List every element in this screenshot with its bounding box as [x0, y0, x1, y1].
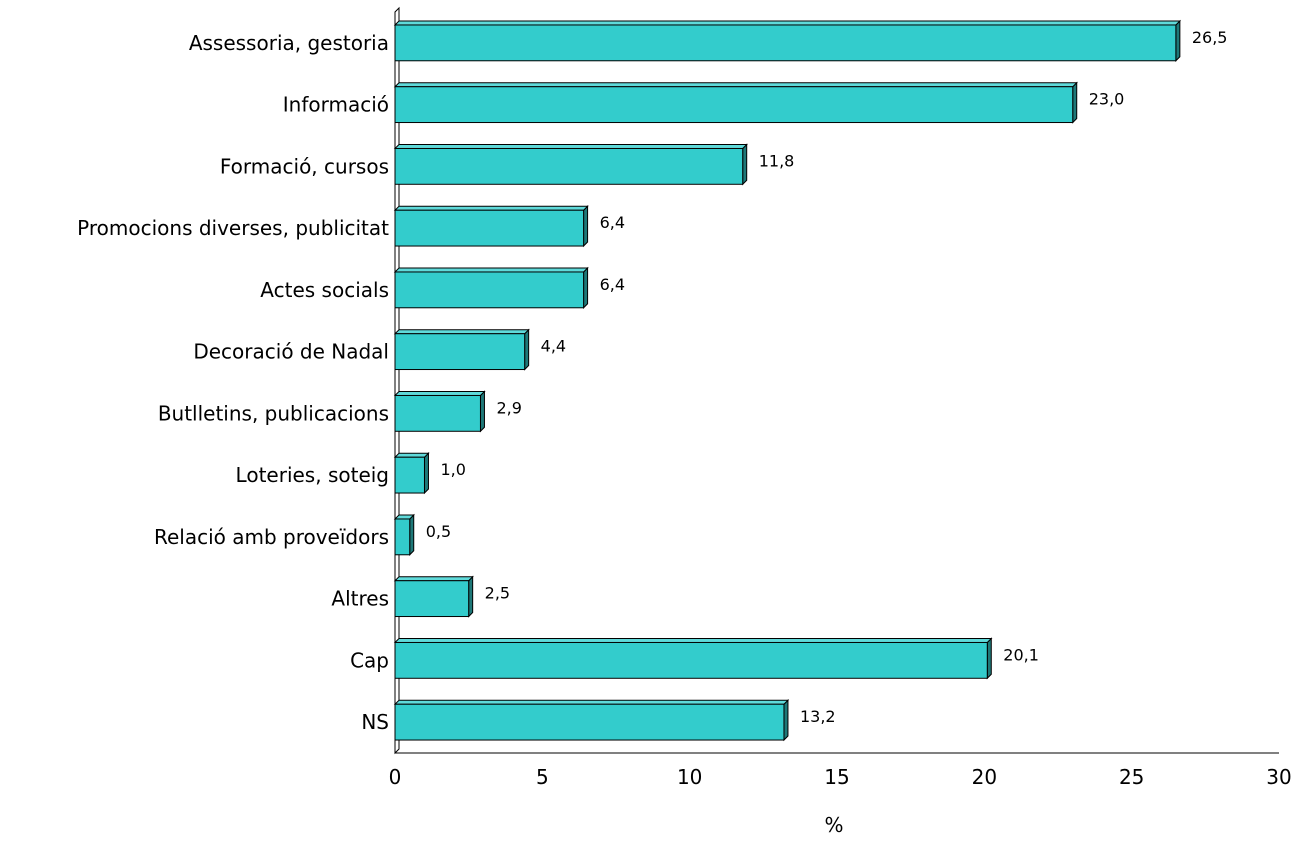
bar-side-7 — [424, 453, 428, 493]
bar-face-4 — [395, 272, 584, 308]
category-label-6: Butlletins, publicacions — [158, 401, 389, 425]
bar-5 — [395, 330, 529, 370]
category-label-8: Relació amb proveïdors — [154, 525, 389, 549]
category-label-3: Promocions diverses, publicitat — [77, 216, 389, 240]
x-axis-title: % — [824, 813, 843, 837]
bar-top-6 — [395, 391, 484, 395]
value-label-4: 6,4 — [600, 275, 625, 294]
bar-top-3 — [395, 206, 588, 210]
bar-top-7 — [395, 453, 428, 457]
bar-side-11 — [784, 700, 788, 740]
category-label-11: NS — [361, 710, 389, 734]
bar-side-0 — [1176, 21, 1180, 61]
bar-face-3 — [395, 210, 584, 246]
bar-side-3 — [584, 206, 588, 246]
category-label-4: Actes socials — [260, 278, 389, 302]
bar-side-2 — [743, 144, 747, 184]
bar-4 — [395, 268, 588, 308]
x-tick-label-1: 5 — [536, 765, 549, 789]
bar-face-5 — [395, 334, 525, 370]
category-label-10: Cap — [350, 648, 389, 672]
bar-side-4 — [584, 268, 588, 308]
value-label-10: 20,1 — [1003, 645, 1039, 664]
bar-top-4 — [395, 268, 588, 272]
value-label-9: 2,5 — [485, 584, 510, 603]
category-label-1: Informació — [283, 93, 389, 117]
x-tick-label-4: 20 — [972, 765, 997, 789]
category-label-5: Decoració de Nadal — [193, 340, 389, 364]
bar-1 — [395, 83, 1077, 123]
value-label-7: 1,0 — [440, 460, 465, 479]
bar-8 — [395, 515, 414, 555]
bar-top-0 — [395, 21, 1180, 25]
value-label-0: 26,5 — [1192, 28, 1228, 47]
bar-face-7 — [395, 457, 424, 493]
x-tick-label-6: 30 — [1266, 765, 1291, 789]
category-label-7: Loteries, soteig — [236, 463, 389, 487]
value-label-8: 0,5 — [426, 522, 451, 541]
value-label-5: 4,4 — [541, 337, 566, 356]
bar-top-2 — [395, 144, 747, 148]
bar-3 — [395, 206, 588, 246]
bar-face-6 — [395, 395, 480, 431]
bar-11 — [395, 700, 788, 740]
category-label-0: Assessoria, gestoria — [189, 31, 389, 55]
bar-top-9 — [395, 577, 473, 581]
bar-top-5 — [395, 330, 529, 334]
category-label-2: Formació, cursos — [220, 154, 389, 178]
value-label-11: 13,2 — [800, 707, 836, 726]
bar-face-0 — [395, 25, 1176, 61]
bar-2 — [395, 144, 747, 184]
bar-top-1 — [395, 83, 1077, 87]
x-tick-label-2: 10 — [677, 765, 702, 789]
bar-side-5 — [525, 330, 529, 370]
bar-face-10 — [395, 642, 987, 678]
category-label-9: Altres — [331, 587, 389, 611]
bar-6 — [395, 391, 484, 431]
bar-side-9 — [469, 577, 473, 617]
bar-top-11 — [395, 700, 788, 704]
bar-9 — [395, 577, 473, 617]
x-tick-label-5: 25 — [1119, 765, 1144, 789]
bar-10 — [395, 638, 991, 678]
bar-side-10 — [987, 638, 991, 678]
bar-face-2 — [395, 148, 743, 184]
value-label-6: 2,9 — [496, 398, 521, 417]
bar-face-1 — [395, 87, 1073, 123]
bar-side-8 — [410, 515, 414, 555]
bar-side-6 — [480, 391, 484, 431]
bar-top-10 — [395, 638, 991, 642]
bar-face-9 — [395, 581, 469, 617]
value-label-3: 6,4 — [600, 213, 625, 232]
bar-top-8 — [395, 515, 414, 519]
bar-0 — [395, 21, 1180, 61]
bar-face-8 — [395, 519, 410, 555]
x-tick-label-3: 15 — [824, 765, 849, 789]
x-tick-label-0: 0 — [389, 765, 402, 789]
bar-7 — [395, 453, 428, 493]
value-label-1: 23,0 — [1089, 90, 1125, 109]
value-label-2: 11,8 — [759, 151, 795, 170]
bar-side-1 — [1073, 83, 1077, 123]
bar-face-11 — [395, 704, 784, 740]
